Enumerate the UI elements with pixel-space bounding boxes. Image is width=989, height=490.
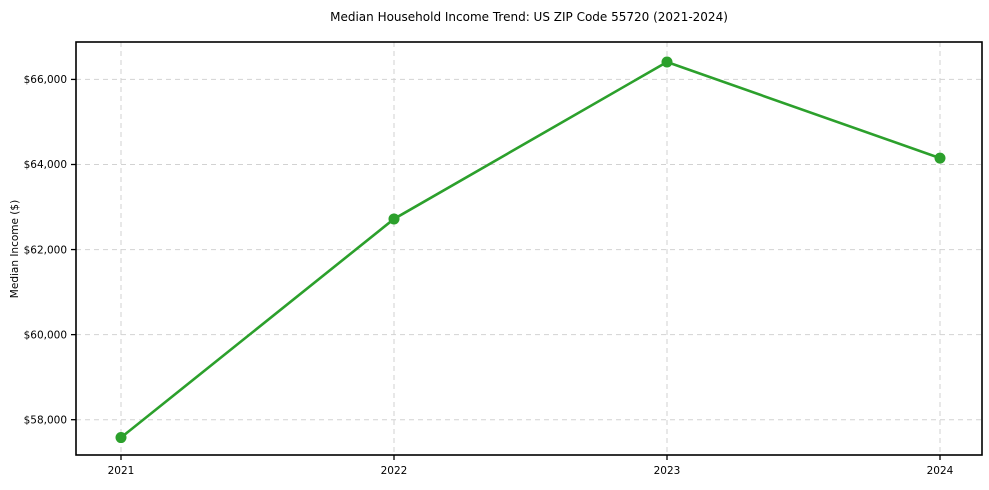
axes-layer: $58,000 $60,000 $62,000 $64,000 $66,000 2021 2… [24,41,983,477]
trend-line [119,60,942,439]
y-tick-label: $66,000 [24,74,67,86]
grid-layer [76,42,982,455]
data-point-marker [115,432,127,444]
data-point-marker [388,213,400,225]
plot-frame [75,41,983,456]
chart-title: Median Household Income Trend: US ZIP Co… [330,10,728,24]
y-tick-label: $64,000 [24,159,67,171]
data-point-marker [661,56,673,68]
y-tick-label: $58,000 [24,414,67,426]
x-tick-label: 2022 [381,465,408,477]
x-tick-label: 2021 [108,465,135,477]
x-tick-label: 2023 [654,465,681,477]
x-tick-label: 2024 [927,465,954,477]
y-tick-label: $62,000 [24,244,67,256]
trend-line-series [115,56,946,444]
y-tick-label: $60,000 [24,329,67,341]
data-point-marker [934,152,946,164]
